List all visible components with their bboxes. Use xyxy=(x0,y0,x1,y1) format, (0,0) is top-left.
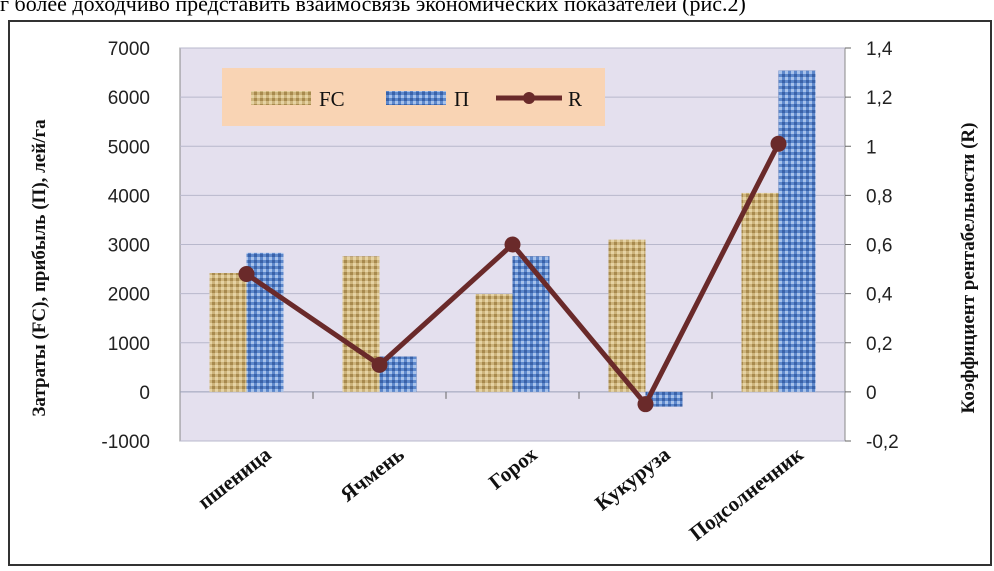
legend-label-p: П xyxy=(454,87,469,111)
legend-swatch-r-marker xyxy=(523,92,535,104)
bar-p-4 xyxy=(778,70,816,392)
r-point-3 xyxy=(637,396,654,413)
category-labels: пшеница Ячмень Горох Кукуруза Подсолнечник xyxy=(193,441,808,545)
right-tick-label: 0,8 xyxy=(866,186,892,207)
left-tick-label: 5000 xyxy=(108,137,150,158)
r-point-4 xyxy=(770,135,787,152)
left-tick-label: 3000 xyxy=(108,236,150,257)
right-tick-label: 0,6 xyxy=(866,236,892,257)
bar-fc-4 xyxy=(741,192,779,392)
left-tick-label: -1000 xyxy=(101,432,150,453)
right-tick-label: 1,4 xyxy=(866,39,893,60)
category-label-3: Кукуруза xyxy=(590,442,675,516)
left-tick-label: 6000 xyxy=(108,88,150,109)
legend: FC П R xyxy=(222,68,605,126)
bar-fc-1 xyxy=(342,256,380,392)
category-label-2: Горох xyxy=(484,442,542,495)
right-axis-label: Коэффициент рентабельности (R) xyxy=(958,123,979,414)
r-point-0 xyxy=(238,265,255,282)
bar-p-3 xyxy=(645,391,683,407)
right-tick-label: 0 xyxy=(866,383,877,404)
r-line xyxy=(238,135,787,413)
left-tick-label: 7000 xyxy=(108,39,150,60)
category-label-1: Ячмень xyxy=(336,442,409,506)
category-label-4: Подсолнечник xyxy=(685,441,809,545)
right-tick-labels: 1,4 1,2 1 0,8 0,6 0,4 0,2 0 -0,2 xyxy=(866,39,899,453)
legend-swatch-p xyxy=(386,91,446,105)
r-point-2 xyxy=(504,236,521,253)
right-tick-label: -0,2 xyxy=(866,432,899,453)
legend-swatch-fc xyxy=(251,91,311,105)
caption-fragment: г более доходчиво представить взаимосвяз… xyxy=(0,0,746,16)
left-tick-labels: 7000 6000 5000 4000 3000 2000 1000 0 -1000 xyxy=(101,39,150,453)
bar-fc-2 xyxy=(475,294,513,392)
right-tick-label: 1 xyxy=(866,137,877,158)
outer-border xyxy=(8,20,992,566)
category-label-0: пшеница xyxy=(193,442,276,514)
right-tick-label: 0,4 xyxy=(866,285,893,306)
left-tick-label: 2000 xyxy=(108,285,150,306)
bars xyxy=(209,70,816,407)
bar-p-2 xyxy=(512,256,550,392)
right-tick-label: 0,2 xyxy=(866,334,892,355)
r-point-1 xyxy=(371,356,388,373)
left-tick-label: 0 xyxy=(139,383,150,404)
legend-label-fc: FC xyxy=(319,87,345,111)
bar-fc-0 xyxy=(209,272,247,392)
left-tick-label: 1000 xyxy=(108,334,150,355)
chart-frame: 7000 6000 5000 4000 3000 2000 1000 0 -1000 1,4 1,… xyxy=(8,20,992,566)
legend-label-r: R xyxy=(568,87,582,111)
left-axis-label: Затраты (FC), прибыль (П), лей/га xyxy=(29,119,50,417)
left-tick-label: 4000 xyxy=(108,186,150,207)
right-tick-label: 1,2 xyxy=(866,88,892,109)
